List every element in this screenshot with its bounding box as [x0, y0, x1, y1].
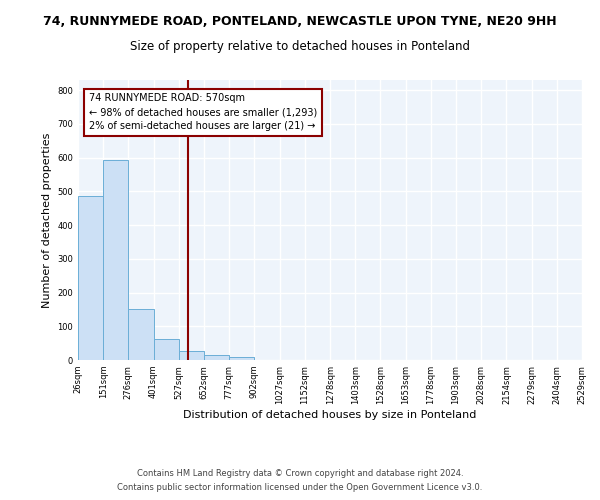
Text: Size of property relative to detached houses in Ponteland: Size of property relative to detached ho…: [130, 40, 470, 53]
X-axis label: Distribution of detached houses by size in Ponteland: Distribution of detached houses by size …: [184, 410, 476, 420]
Bar: [204, 356, 229, 360]
Text: 74, RUNNYMEDE ROAD, PONTELAND, NEWCASTLE UPON TYNE, NE20 9HH: 74, RUNNYMEDE ROAD, PONTELAND, NEWCASTLE…: [43, 15, 557, 28]
Bar: [103, 160, 128, 360]
Bar: [229, 358, 254, 360]
Text: 74 RUNNYMEDE ROAD: 570sqm
← 98% of detached houses are smaller (1,293)
2% of sem: 74 RUNNYMEDE ROAD: 570sqm ← 98% of detac…: [89, 94, 317, 132]
Bar: [179, 350, 204, 360]
Bar: [128, 310, 154, 360]
Text: Contains public sector information licensed under the Open Government Licence v3: Contains public sector information licen…: [118, 484, 482, 492]
Bar: [154, 338, 179, 360]
Text: Contains HM Land Registry data © Crown copyright and database right 2024.: Contains HM Land Registry data © Crown c…: [137, 468, 463, 477]
Y-axis label: Number of detached properties: Number of detached properties: [42, 132, 52, 308]
Bar: [78, 196, 103, 360]
